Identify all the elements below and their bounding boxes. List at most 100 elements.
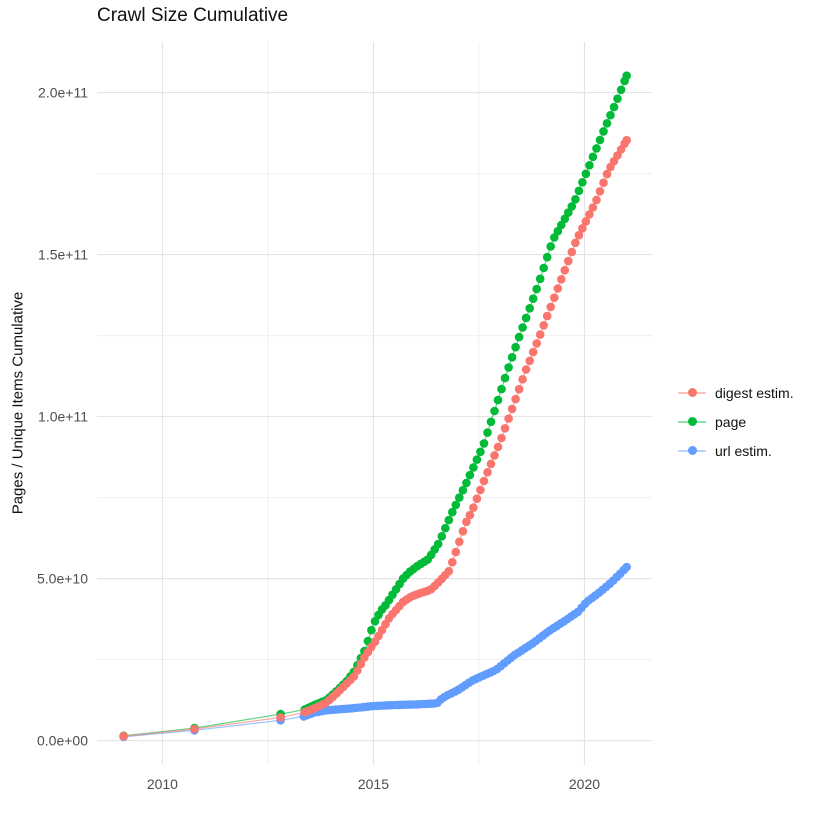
legend-point-swatch [687, 446, 697, 455]
data-point-digest-estim [514, 384, 524, 394]
data-point-digest-estim [602, 169, 612, 179]
data-point-digest-estim [119, 731, 128, 741]
data-point-digest-estim [356, 659, 366, 669]
data-point-digest-estim [448, 557, 457, 567]
data-point-digest-estim [190, 724, 199, 734]
data-point-digest-estim [550, 293, 559, 303]
data-point-digest-estim [581, 217, 591, 226]
series-line-url-estim [123, 566, 628, 738]
data-point-page [448, 507, 457, 517]
legend-key-line-point-icon [678, 415, 706, 429]
legend-label: page [715, 413, 747, 430]
y-axis-title: Pages / Unique Items Cumulative [9, 291, 27, 515]
data-point-digest-estim [585, 210, 594, 219]
data-point-digest-estim [353, 666, 362, 675]
data-point-digest-estim [525, 356, 534, 366]
data-point-page [465, 470, 475, 480]
x-tick-label: 2015 [358, 776, 389, 792]
data-point-page [476, 447, 485, 457]
data-point-page [437, 532, 447, 541]
data-point-page [595, 135, 605, 145]
data-point-page [606, 110, 615, 120]
data-point-digest-estim [595, 187, 605, 196]
legend-item-digest-estim: digest estim. [678, 378, 794, 407]
data-point-page [458, 485, 468, 495]
data-point-digest-estim [469, 503, 478, 512]
legend-item-url-estim: url estim. [678, 436, 794, 465]
legend-point-swatch [687, 417, 697, 426]
data-point-page [609, 102, 619, 112]
data-point-digest-estim [486, 459, 496, 469]
data-point-page [472, 455, 482, 464]
data-point-digest-estim [455, 537, 464, 547]
data-point-page [462, 478, 471, 488]
y-tick-label: 5.0e+10 [37, 571, 88, 587]
data-point-page [528, 294, 538, 304]
data-point-digest-estim [557, 275, 566, 284]
data-point-url-estim [622, 562, 631, 572]
data-point-digest-estim [567, 247, 577, 257]
data-point-page [451, 500, 461, 510]
data-point-page [588, 152, 598, 162]
data-point-page [539, 263, 548, 273]
data-point-digest-estim [528, 347, 538, 357]
y-tick-label: 1.0e+11 [38, 409, 88, 425]
data-point-page [433, 539, 443, 549]
data-point-digest-estim [451, 547, 461, 557]
data-point-page [613, 94, 622, 103]
data-point-digest-estim [560, 265, 570, 275]
data-point-digest-estim [476, 485, 485, 495]
data-point-digest-estim [599, 178, 608, 187]
legend-item-page: page [678, 407, 794, 436]
data-point-digest-estim [518, 375, 527, 384]
data-point-digest-estim [458, 527, 468, 536]
data-point-page [546, 242, 555, 251]
data-point-digest-estim [462, 517, 471, 527]
data-point-digest-estim [574, 230, 584, 240]
legend-key-line-point-icon [678, 386, 706, 400]
data-point-page [602, 119, 612, 128]
data-point-page [455, 493, 464, 502]
data-point-digest-estim [546, 302, 555, 312]
data-point-page [486, 417, 496, 427]
data-point-digest-estim [511, 394, 520, 404]
data-point-digest-estim [472, 494, 482, 504]
data-point-page [550, 233, 559, 242]
data-point-page [469, 463, 478, 472]
data-point-digest-estim [497, 433, 506, 443]
data-point-digest-estim [490, 451, 499, 460]
data-point-digest-estim [504, 414, 513, 423]
data-point-page [518, 323, 527, 332]
data-point-page [497, 384, 506, 394]
data-point-digest-estim [622, 135, 631, 145]
data-point-page [622, 71, 631, 80]
data-point-page [542, 252, 552, 262]
data-point-digest-estim [521, 365, 531, 374]
data-point-page [535, 274, 545, 284]
legend-key-line-point-icon [678, 444, 706, 458]
data-point-page [504, 363, 513, 372]
data-point-digest-estim [479, 476, 489, 486]
data-point-digest-estim [588, 203, 598, 212]
data-point-page [532, 284, 541, 294]
data-point-digest-estim [532, 339, 541, 348]
data-point-digest-estim [507, 404, 517, 414]
data-point-digest-estim [276, 713, 285, 722]
data-point-page [525, 304, 534, 313]
data-point-page [585, 161, 594, 170]
data-point-digest-estim [465, 510, 475, 520]
y-tick-label: 1.5e+11 [38, 247, 88, 263]
data-point-page [441, 523, 450, 533]
data-point-page [493, 395, 503, 405]
data-point-page [571, 195, 580, 204]
data-point-digest-estim [571, 238, 580, 248]
data-point-digest-estim [564, 256, 573, 266]
data-point-page [367, 625, 376, 635]
data-point-digest-estim [592, 195, 601, 205]
data-point-digest-estim [539, 321, 548, 330]
legend-point-swatch [687, 388, 697, 397]
legend: digest estim. page url estim. [678, 378, 794, 465]
data-point-digest-estim [483, 468, 492, 477]
